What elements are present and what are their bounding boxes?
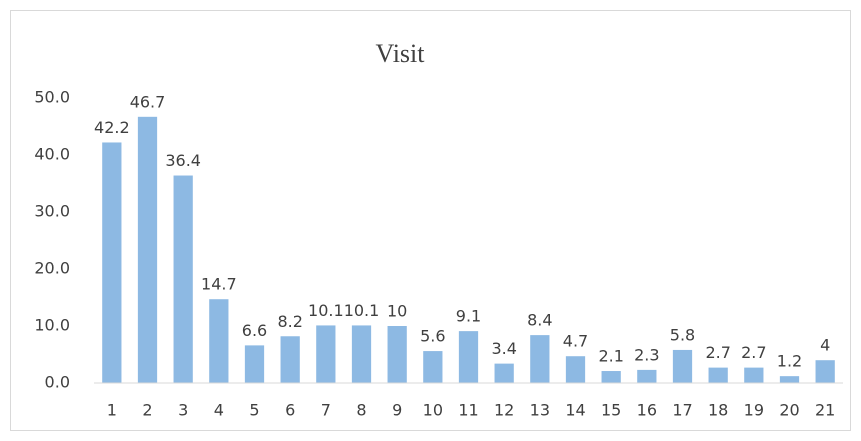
- x-tick-label: 12: [494, 401, 514, 420]
- x-tick-label: 4: [214, 401, 224, 420]
- data-label: 6.6: [242, 321, 267, 340]
- data-label: 8.4: [527, 311, 552, 330]
- x-tick-label: 11: [458, 401, 478, 420]
- bar: [244, 345, 265, 383]
- data-label: 8.2: [277, 312, 302, 331]
- bar: [351, 325, 372, 383]
- x-tick-label: 9: [392, 401, 402, 420]
- data-label: 14.7: [201, 275, 237, 294]
- data-label: 46.7: [130, 92, 166, 111]
- x-tick-label: 1: [107, 401, 117, 420]
- data-label: 10: [387, 302, 407, 321]
- chart-title: Visit: [375, 39, 425, 68]
- bar: [779, 376, 800, 383]
- bar: [209, 299, 229, 383]
- data-label: 4.7: [563, 332, 588, 351]
- x-tick-label: 15: [601, 401, 621, 420]
- data-label: 9.1: [456, 307, 481, 326]
- y-tick-label: 30.0: [34, 202, 70, 221]
- y-tick-label: 10.0: [34, 316, 70, 335]
- x-tick-label: 20: [779, 401, 799, 420]
- data-label: 10.1: [308, 301, 344, 320]
- bar: [565, 356, 586, 383]
- x-tick-label: 7: [321, 401, 331, 420]
- x-tick-label: 21: [815, 401, 835, 420]
- bar: [708, 367, 728, 383]
- y-tick-label: 20.0: [34, 259, 70, 278]
- x-tick-label: 10: [423, 401, 443, 420]
- bar: [494, 363, 514, 383]
- data-label: 10.1: [344, 301, 380, 320]
- data-label: 5.8: [670, 325, 695, 344]
- x-tick-label: 8: [356, 401, 366, 420]
- x-tick-label: 14: [565, 401, 585, 420]
- x-tick-label: 6: [285, 401, 295, 420]
- data-label: 2.7: [741, 343, 766, 362]
- data-label: 42.2: [94, 118, 130, 137]
- bar: [173, 175, 193, 383]
- x-tick-label: 18: [708, 401, 728, 420]
- x-tick-label: 5: [249, 401, 259, 420]
- x-tick-label: 3: [178, 401, 188, 420]
- bar: [102, 142, 122, 383]
- bar: [280, 336, 300, 383]
- bar: [601, 371, 621, 383]
- x-tick-label: 19: [744, 401, 764, 420]
- data-label: 2.7: [705, 343, 730, 362]
- x-tick-label: 17: [672, 401, 692, 420]
- data-label: 4: [820, 336, 830, 355]
- bar: [458, 331, 479, 383]
- bar: [137, 116, 158, 383]
- bar: [637, 369, 657, 383]
- bar: [672, 349, 693, 383]
- data-label: 1.2: [777, 352, 802, 371]
- data-label: 2.1: [598, 347, 623, 366]
- data-label: 2.3: [634, 345, 659, 364]
- bar: [316, 325, 336, 383]
- bar: [744, 367, 764, 383]
- data-label: 3.4: [491, 339, 516, 358]
- x-tick-label: 2: [142, 401, 152, 420]
- bar: [423, 351, 443, 383]
- x-tick-label: 16: [637, 401, 657, 420]
- y-tick-label: 0.0: [45, 373, 70, 392]
- y-tick-label: 40.0: [34, 145, 70, 164]
- bar: [815, 360, 835, 383]
- data-label: 36.4: [165, 151, 201, 170]
- x-tick-label: 13: [530, 401, 550, 420]
- y-tick-label: 50.0: [34, 88, 70, 107]
- bar: [530, 335, 550, 383]
- bar: [387, 326, 407, 383]
- data-label: 5.6: [420, 327, 445, 346]
